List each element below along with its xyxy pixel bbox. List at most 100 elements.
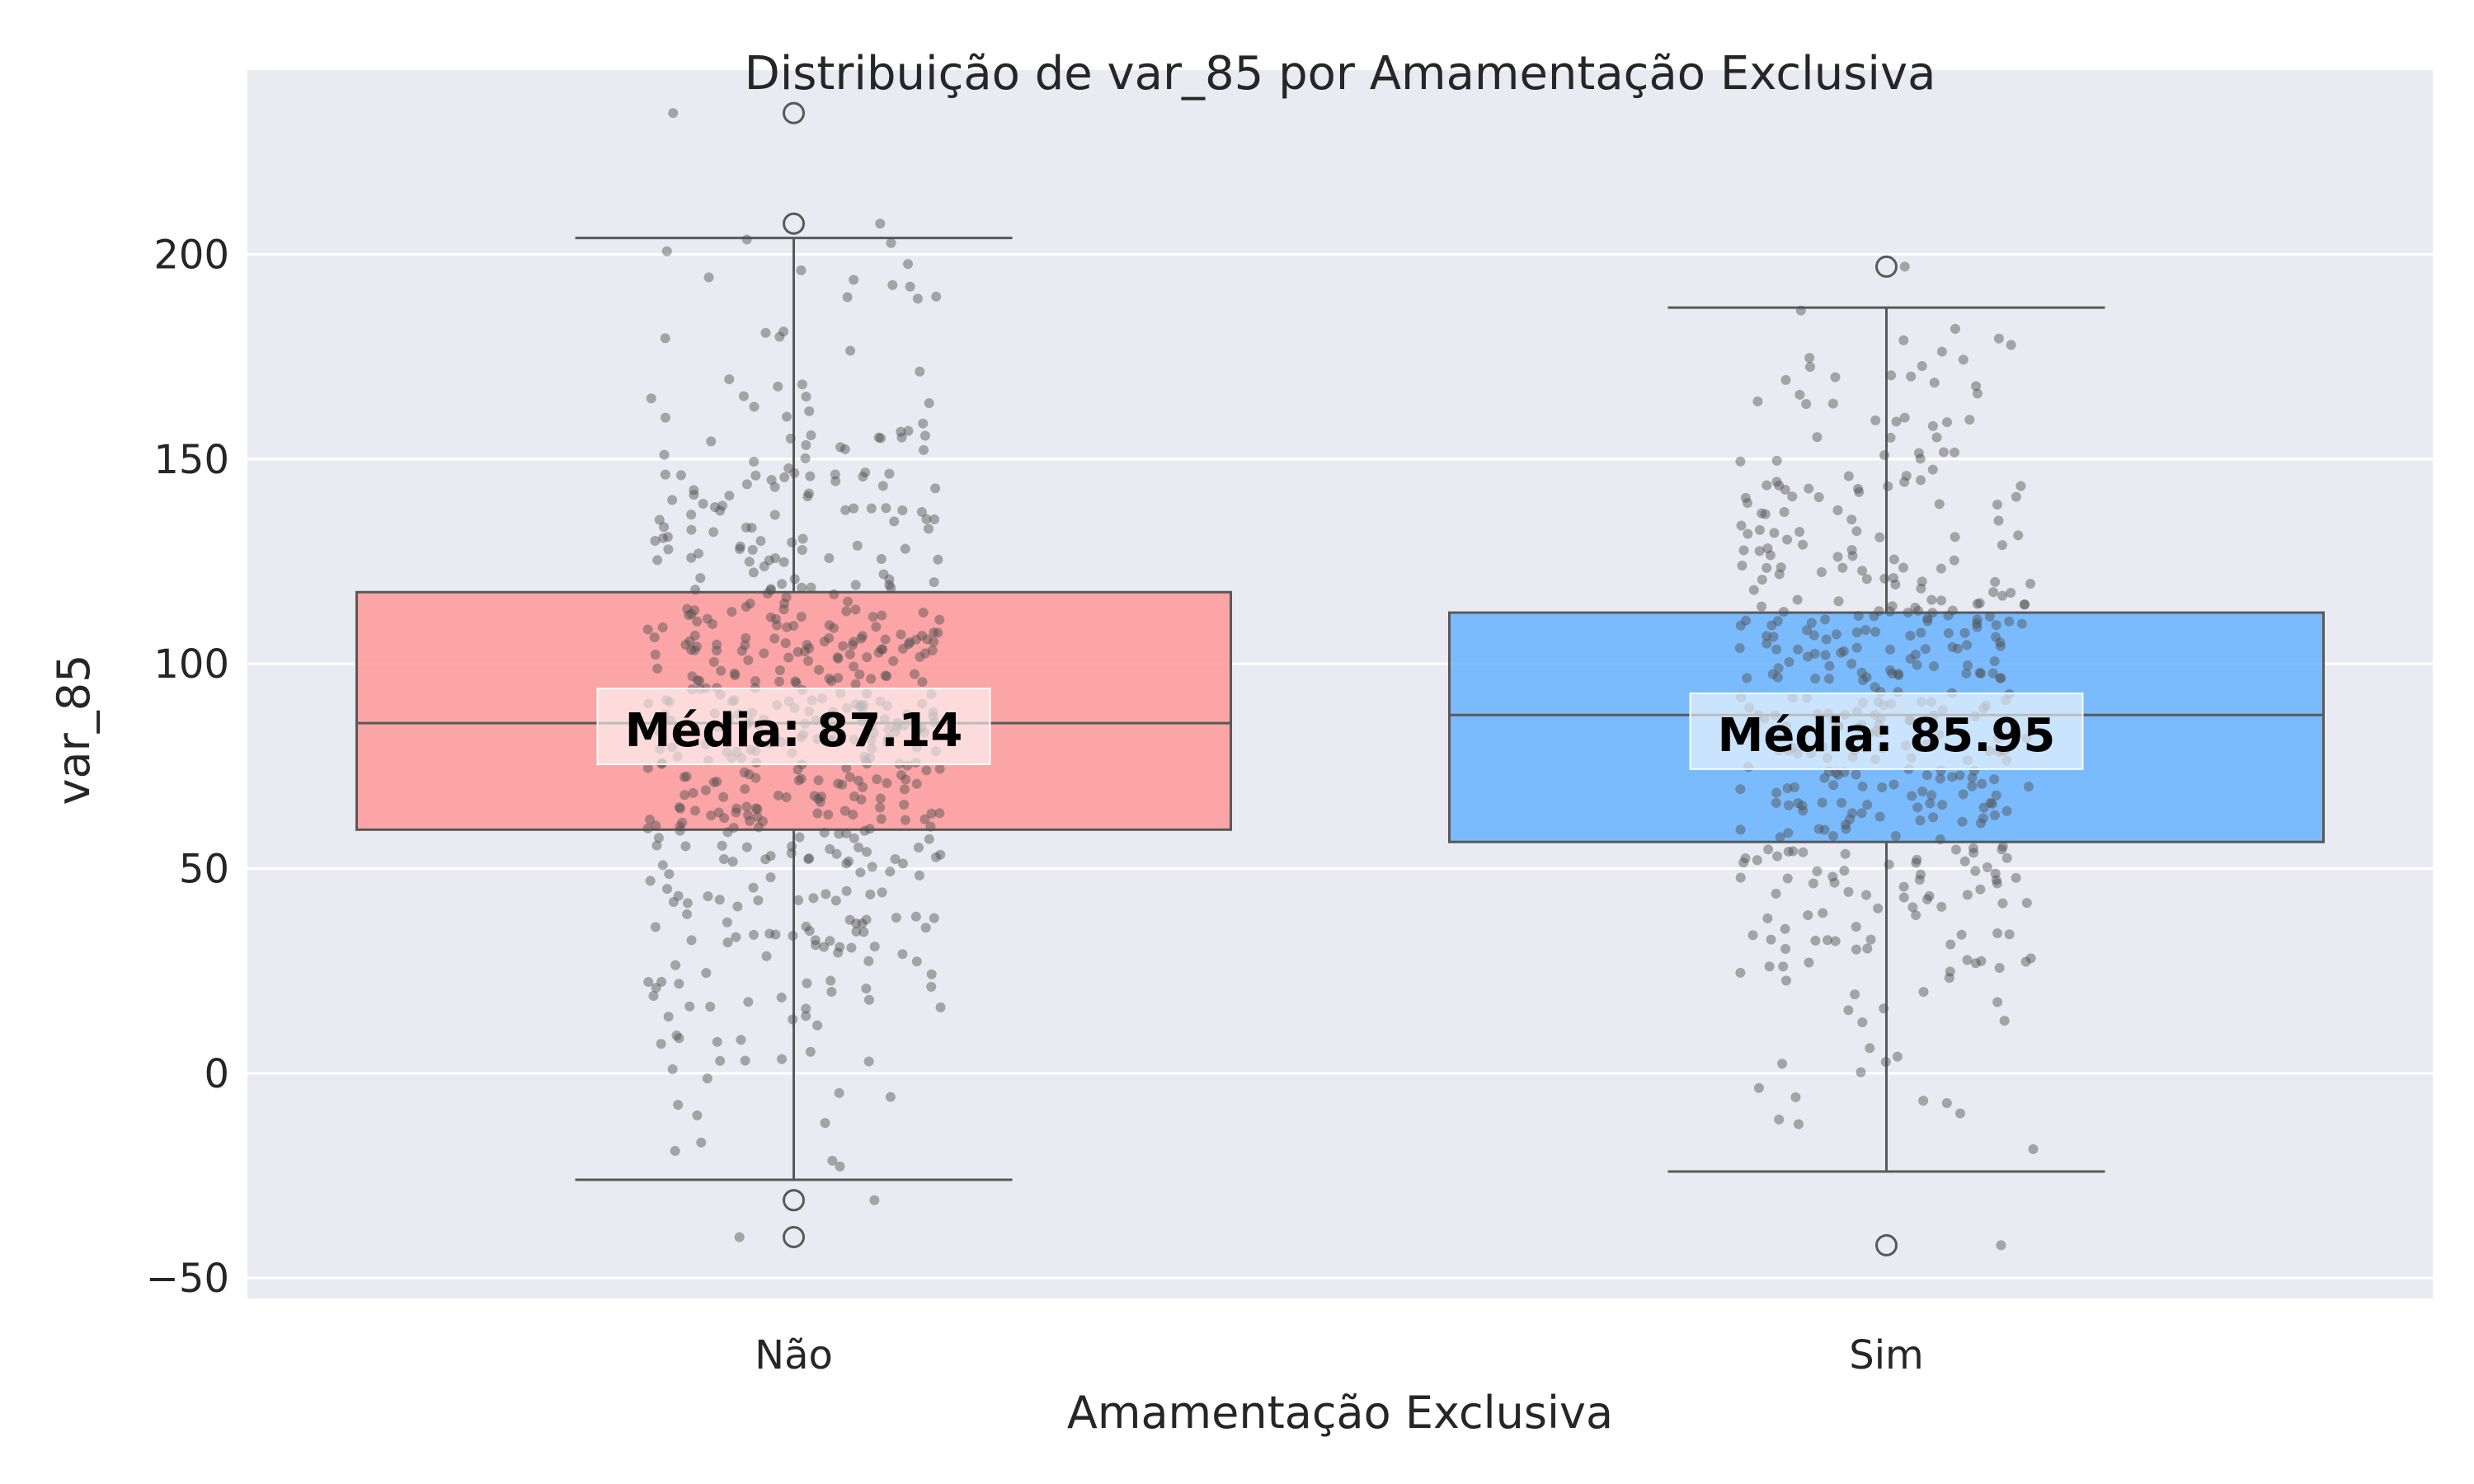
strip-point: [1851, 944, 1861, 955]
strip-point: [750, 676, 760, 687]
strip-point: [712, 1036, 722, 1047]
strip-point: [686, 645, 697, 655]
strip-point: [929, 577, 939, 588]
strip-point: [800, 453, 811, 463]
strip-point: [722, 937, 733, 948]
strip-point: [750, 470, 761, 481]
strip-point: [700, 785, 711, 796]
strip-point: [782, 411, 793, 422]
strip-point: [667, 1064, 678, 1074]
strip-point: [1804, 957, 1814, 968]
strip-point: [844, 772, 855, 782]
x-axis-label: Amamentação Exclusiva: [1067, 1387, 1613, 1439]
strip-point: [788, 930, 798, 941]
strip-point: [777, 1054, 788, 1064]
strip-point: [831, 848, 842, 859]
strip-point: [867, 862, 877, 872]
strip-point: [1771, 888, 1781, 899]
strip-point: [1941, 1098, 1952, 1109]
strip-point: [850, 679, 861, 689]
strip-point: [660, 412, 670, 423]
strip-point: [755, 536, 766, 547]
strip-point: [2020, 956, 2031, 967]
strip-point: [1975, 668, 1986, 679]
strip-point: [707, 618, 717, 629]
strip-point: [650, 536, 661, 547]
strip-point: [869, 1195, 880, 1205]
strip-point: [1810, 674, 1821, 684]
strip-point: [919, 444, 929, 455]
strip-point: [833, 673, 844, 683]
strip-point: [875, 433, 886, 444]
strip-point: [858, 782, 868, 792]
strip-point: [664, 869, 675, 880]
strip-point: [1742, 673, 1752, 683]
strip-point: [1993, 333, 2004, 344]
strip-point: [891, 913, 901, 923]
strip-point: [1915, 815, 1926, 826]
strip-point: [674, 1033, 684, 1044]
strip-point: [850, 604, 861, 615]
strip-point: [2025, 578, 2036, 589]
strip-point: [1912, 854, 1922, 865]
strip-point: [802, 640, 812, 650]
strip-point: [851, 918, 862, 929]
strip-point: [880, 634, 891, 645]
strip-point: [1967, 781, 1978, 791]
strip-point: [804, 406, 815, 416]
strip-point: [689, 605, 700, 616]
strip-point: [1898, 881, 1909, 892]
strip-point: [804, 643, 815, 654]
strip-point: [819, 636, 830, 647]
strip-point: [796, 612, 807, 622]
strip-point: [764, 928, 775, 939]
strip-point: [1885, 644, 1896, 655]
strip-point: [1836, 647, 1846, 658]
strip-point: [1809, 648, 1820, 659]
strip-point: [680, 841, 691, 852]
strip-point: [692, 616, 703, 627]
strip-point: [819, 942, 830, 952]
strip-point: [1978, 802, 1989, 813]
strip-point: [1773, 663, 1784, 674]
strip-point: [1817, 797, 1827, 808]
strip-point: [742, 810, 753, 820]
strip-point: [924, 834, 934, 844]
strip-point: [710, 502, 721, 513]
strip-point: [706, 436, 717, 447]
strip-point: [834, 1087, 844, 1098]
strip-point: [1959, 856, 1970, 866]
strip-point: [1780, 943, 1791, 954]
strip-point: [1853, 483, 1864, 494]
strip-point: [1823, 935, 1833, 946]
strip-point: [797, 533, 808, 544]
strip-point: [1821, 634, 1832, 645]
strip-point: [1832, 769, 1843, 780]
strip-point: [830, 476, 841, 486]
strip-point: [810, 935, 821, 946]
strip-point: [674, 979, 684, 989]
strip-point: [896, 770, 906, 781]
strip-point: [1972, 599, 1982, 609]
strip-point: [667, 495, 678, 505]
strip-point: [1810, 935, 1821, 946]
strip-point: [1949, 555, 1959, 566]
strip-point: [1873, 903, 1884, 913]
strip-point: [741, 632, 751, 643]
strip-point: [899, 784, 910, 795]
strip-point: [1787, 491, 1798, 502]
strip-point: [851, 926, 862, 937]
strip-point: [686, 510, 697, 520]
strip-point: [846, 942, 857, 953]
strip-point: [815, 796, 825, 807]
strip-point: [1869, 611, 1879, 622]
strip-point: [752, 811, 763, 822]
strip-point: [1905, 654, 1916, 665]
strip-point: [1888, 554, 1899, 565]
strip-point: [1865, 934, 1876, 945]
strip-point: [1801, 399, 1812, 410]
strip-point: [682, 909, 693, 919]
strip-point: [1768, 632, 1779, 642]
strip-point: [712, 639, 722, 650]
strip-point: [659, 522, 670, 533]
